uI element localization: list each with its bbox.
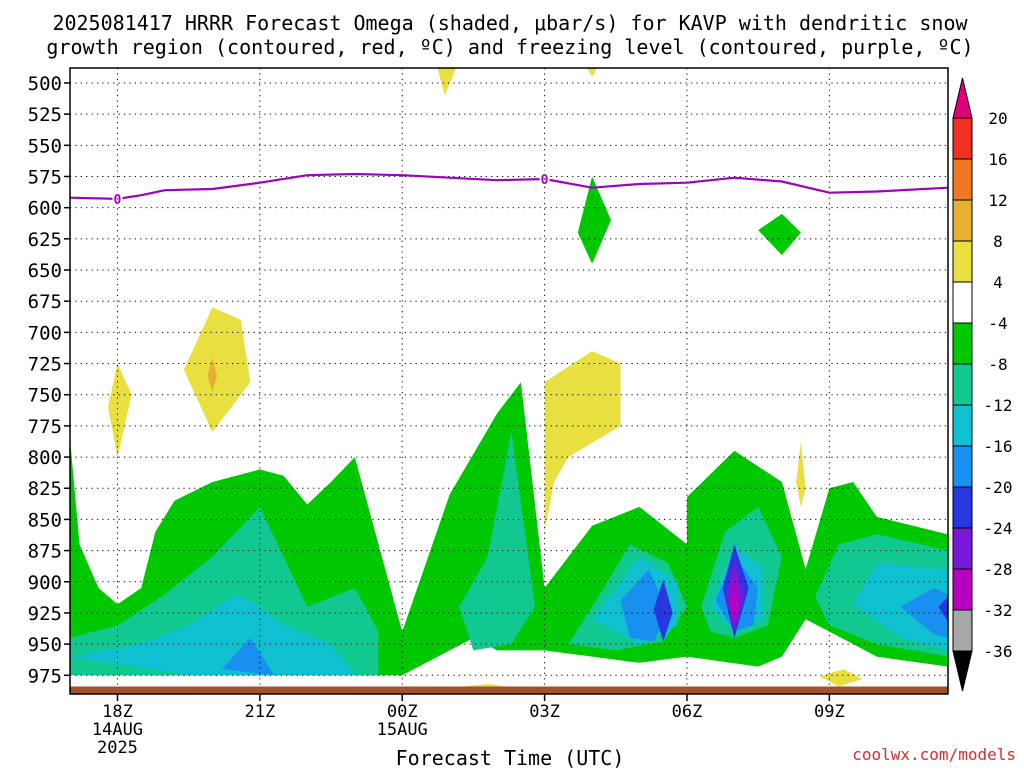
colorbar-top-arrow [952,77,973,119]
y-tick-label: 925 [28,603,62,625]
colorbar-label: 20 [988,109,1007,128]
chart-title-line-2: growth region (contoured, red, ºC) and f… [46,35,973,59]
omega-region-21 [437,68,457,96]
colorbar-label: -36 [984,642,1013,661]
omega-region-18 [729,575,740,626]
colorbar-label: -8 [988,355,1007,374]
colorbar-label: -28 [984,560,1013,579]
x-tick-label: 03Z [529,702,560,722]
freezing-level-label: 0 [114,193,122,208]
omega-region-29 [758,213,801,256]
y-tick-label: 850 [28,509,62,531]
y-tick-label: 625 [28,229,62,251]
chart-title-line-1: 2025081417 HRRR Forecast Omega (shaded, … [52,11,968,35]
omega-region-24 [796,442,806,507]
colorbar-band-12_16 [952,158,973,201]
omega-region-20 [183,307,251,433]
y-tick-label: 675 [28,291,62,313]
colorbar-label: 4 [993,273,1003,292]
omega-region-26 [463,684,507,687]
colorbar-label: -20 [984,478,1013,497]
colorbar-band-4_8 [952,240,973,283]
colorbar-band-neutral [952,281,973,324]
colorbar-band-m28_m24 [952,527,973,570]
y-tick-label: 600 [28,198,62,220]
omega-shading [70,68,948,687]
omega-region-10 [221,637,275,676]
colorbar-band-m16_m12 [952,404,973,447]
y-tick-label: 500 [28,73,62,95]
colorbar-label: 12 [988,191,1007,210]
omega-region-14 [653,579,673,642]
omega-region-23 [544,351,621,532]
y-tick-label: 800 [28,447,62,469]
colorbar-band-16_20 [952,117,973,160]
omega-region-22 [586,68,598,77]
x-tick-label: 00Z [387,702,418,722]
colorbar-band-m32_m28 [952,568,973,611]
freezing-label-bg-0 [112,190,123,206]
colorbar-band-m12_m8 [952,363,973,406]
x-axis-label: Forecast Time (UTC) [396,746,625,768]
grid-lines [70,68,948,694]
ground-layer [70,686,948,694]
y-axis: 500 525 550 575 600 625 650 675 700 725 750 775 800 8… [28,73,70,687]
omega-region-2 [459,432,536,651]
freezing-level-label: 0 [541,173,549,188]
omega-region-9 [853,563,948,651]
y-tick-label: 725 [28,354,62,376]
y-tick-label: 875 [28,541,62,563]
colorbar-band-m8_m4 [952,322,973,365]
freezing-label-bg-1 [539,170,550,186]
credit-text: coolwx.com/models [852,745,1016,764]
y-tick-label: 700 [28,322,62,344]
y-tick-label: 575 [28,166,62,188]
x-tick-label: 2025 [97,738,138,758]
y-tick-label: 525 [28,104,62,126]
y-tick-label: 975 [28,665,62,687]
colorbar-label: -4 [988,314,1007,333]
y-tick-label: 750 [28,385,62,407]
plot-border [69,67,949,695]
plot-frame [69,67,949,695]
y-tick-label: 950 [28,634,62,656]
omega-region-19 [108,363,132,458]
freezing-level-line [69,172,949,201]
omega-region-6 [70,594,355,676]
omega-region-11 [620,569,668,642]
y-tick-label: 650 [28,260,62,282]
colorbar-band-m20_m16 [952,445,973,488]
y-tick-label: 550 [28,135,62,157]
omega-region-25 [819,669,863,687]
colorbar-label: -32 [984,601,1013,620]
colorbar-band-m36_m32 [952,609,973,652]
colorbar-label: 16 [988,150,1007,169]
x-tick-label: 09Z [814,702,845,722]
colorbar: 20 16 12 8 4 -4 -8 -12 -16 -20 -24 -28 -32 -36 [952,77,1013,692]
x-tick-label: 21Z [244,702,275,722]
omega-region-28 [577,176,611,264]
x-tick-label: 14AUG [92,720,143,740]
colorbar-label: -16 [984,437,1013,456]
colorbar-bottom-arrow [952,650,973,692]
colorbar-label: 8 [993,232,1003,251]
x-tick-label: 06Z [672,702,703,722]
colorbar-label: -12 [984,396,1013,415]
omega-region-15 [938,596,948,622]
y-tick-label: 900 [28,572,62,594]
omega-region-27 [207,357,218,393]
x-tick-label: 15AUG [377,720,428,740]
y-tick-label: 775 [28,416,62,438]
colorbar-label: -24 [984,519,1013,538]
colorbar-band-m24_m20 [952,486,973,529]
ground-surface [70,686,948,694]
x-tick-label: 18Z [102,702,133,722]
y-tick-label: 825 [28,478,62,500]
colorbar-band-8_12 [952,199,973,242]
freezing-level: 00 [69,170,949,208]
